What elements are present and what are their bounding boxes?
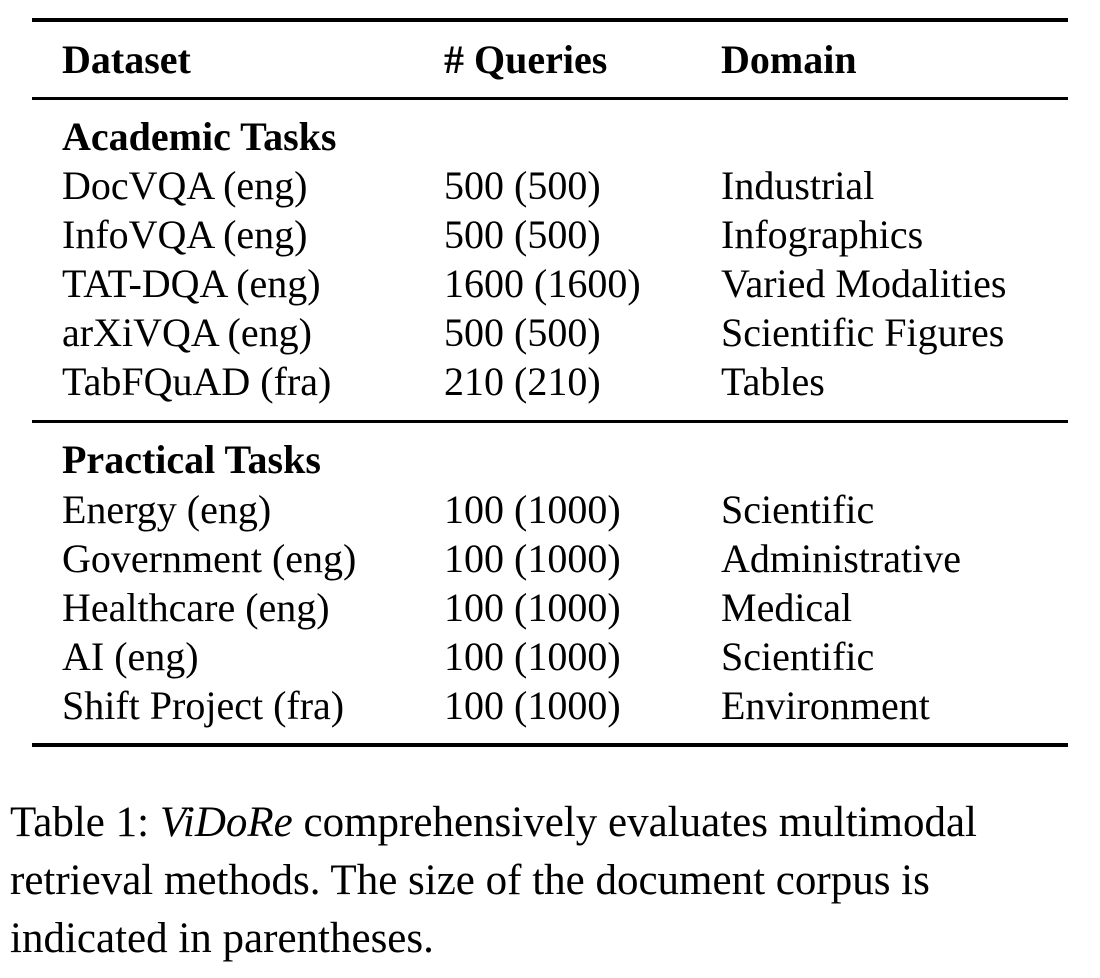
cell-dataset: Shift Project (fra): [62, 683, 345, 728]
table-caption: Table 1: ViDoRe comprehensively evaluate…: [10, 794, 1095, 968]
header-rule: [32, 97, 1068, 100]
cell-queries: 210 (210): [444, 359, 601, 404]
caption-emphasis: ViDoRe: [159, 799, 293, 846]
cell-queries: 100 (1000): [444, 536, 621, 581]
cell-queries: 1600 (1600): [444, 261, 641, 306]
cell-domain: Tables: [721, 359, 825, 404]
header-queries: # Queries: [444, 37, 608, 82]
caption-line-1: Table 1: ViDoRe comprehensively evaluate…: [10, 794, 1095, 852]
cell-dataset: DocVQA (eng): [62, 163, 308, 208]
cell-domain: Administrative: [721, 536, 961, 581]
cell-queries: 500 (500): [444, 212, 601, 257]
cell-domain: Infographics: [721, 212, 924, 257]
cell-domain: Varied Modalities: [721, 261, 1007, 306]
cell-dataset: AI (eng): [62, 634, 199, 679]
header-domain: Domain: [721, 37, 857, 82]
section-rule: [32, 420, 1068, 423]
cell-dataset: TabFQuAD (fra): [62, 359, 332, 404]
cell-queries: 100 (1000): [444, 683, 621, 728]
section-title-academic: Academic Tasks: [62, 114, 337, 159]
cell-domain: Scientific Figures: [721, 310, 1005, 355]
cell-dataset: Energy (eng): [62, 487, 272, 532]
cell-dataset: arXiVQA (eng): [62, 310, 312, 355]
cell-dataset: Healthcare (eng): [62, 585, 330, 630]
cell-dataset: InfoVQA (eng): [62, 212, 308, 257]
header-dataset: Dataset: [62, 37, 191, 82]
cell-queries: 500 (500): [444, 163, 601, 208]
caption-line-3: indicated in parentheses.: [10, 915, 434, 962]
section-title-practical: Practical Tasks: [62, 437, 321, 482]
cell-domain: Medical: [721, 585, 853, 630]
cell-domain: Environment: [721, 683, 930, 728]
cell-domain: Scientific: [721, 634, 875, 679]
caption-line-2: retrieval methods. The size of the docum…: [10, 857, 930, 904]
caption-line-1-rest: comprehensively evaluates multimodal: [292, 799, 977, 846]
cell-dataset: TAT-DQA (eng): [62, 261, 321, 306]
caption-label: Table 1:: [10, 799, 160, 846]
cell-domain: Industrial: [721, 163, 875, 208]
top-rule: [32, 18, 1068, 22]
cell-queries: 100 (1000): [444, 585, 621, 630]
bottom-rule: [32, 743, 1068, 747]
cell-dataset: Government (eng): [62, 536, 357, 581]
cell-domain: Scientific: [721, 487, 875, 532]
cell-queries: 100 (1000): [444, 634, 621, 679]
cell-queries: 500 (500): [444, 310, 601, 355]
cell-queries: 100 (1000): [444, 487, 621, 532]
